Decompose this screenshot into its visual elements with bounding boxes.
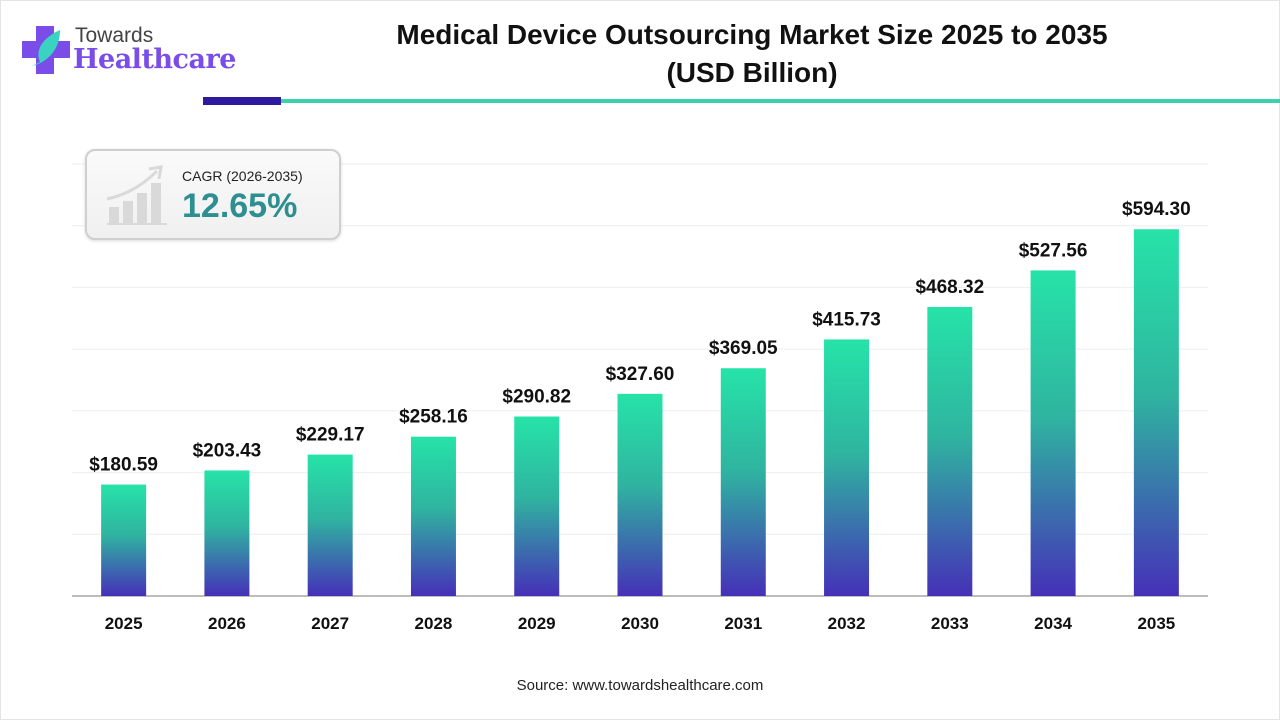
- chart-title-line1: Medical Device Outsourcing Market Size 2…: [396, 19, 1108, 50]
- cagr-label: CAGR (2026-2035): [182, 168, 303, 184]
- bar-2029: [514, 416, 560, 596]
- cagr-box: CAGR (2026-2035) 12.65%: [85, 149, 341, 240]
- bar-2035: [1133, 229, 1179, 596]
- bar-2031: [720, 368, 766, 596]
- x-tick-label: 2028: [415, 614, 453, 633]
- data-label: $258.16: [399, 407, 468, 428]
- logo-text-main: Healthcare: [73, 44, 236, 75]
- chart-title: Medical Device Outsourcing Market Size 2…: [340, 16, 1164, 92]
- data-label: $594.30: [1122, 199, 1191, 220]
- x-tick-label: 2033: [931, 614, 969, 633]
- data-label: $180.59: [89, 455, 158, 476]
- medical-cross-icon: [22, 26, 70, 74]
- x-tick-label: 2029: [518, 614, 556, 633]
- x-tick-label: 2025: [105, 614, 143, 633]
- data-label: $415.73: [812, 309, 881, 330]
- title-divider: [281, 99, 1280, 103]
- growth-chart-icon: [106, 165, 167, 225]
- bar-2032: [824, 339, 870, 596]
- data-label: $369.05: [709, 338, 778, 359]
- data-label: $468.32: [915, 277, 984, 298]
- bar-2025: [101, 484, 147, 596]
- x-tick-label: 2031: [724, 614, 762, 633]
- data-label: $527.56: [1019, 240, 1088, 261]
- source-note: Source: www.towardshealthcare.com: [516, 677, 764, 694]
- chart-subtitle: (USD Billion): [666, 57, 838, 88]
- x-tick-label: 2027: [311, 614, 349, 633]
- x-tick-label: 2026: [208, 614, 246, 633]
- logo-text-top: Towards: [75, 24, 154, 47]
- bar-2028: [410, 436, 456, 596]
- x-tick-label: 2034: [1034, 614, 1072, 633]
- data-label: $203.43: [193, 440, 262, 461]
- x-tick-label: 2035: [1137, 614, 1175, 633]
- bar-2033: [927, 306, 973, 596]
- cagr-value: 12.65%: [182, 187, 298, 225]
- data-label: $290.82: [502, 387, 571, 408]
- brand-logo: Towards Healthcare: [20, 22, 240, 82]
- data-label: $229.17: [296, 425, 365, 446]
- bar-2034: [1030, 270, 1076, 596]
- x-tick-label: 2032: [828, 614, 866, 633]
- bar-2030: [617, 393, 663, 596]
- title-divider-accent: [203, 97, 281, 105]
- x-tick-label: 2030: [621, 614, 659, 633]
- bar-2026: [204, 470, 250, 596]
- data-label: $327.60: [606, 364, 675, 385]
- bar-2027: [307, 454, 353, 596]
